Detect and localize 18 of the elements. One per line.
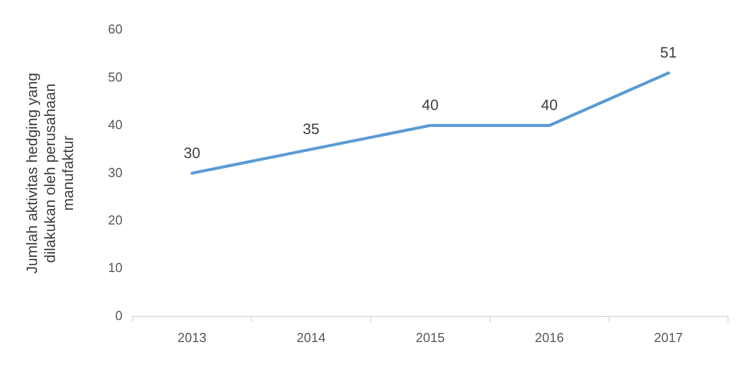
x-tick-label: 2015 [416,330,445,345]
data-label: 40 [540,97,558,114]
y-tick-label: 50 [108,69,122,84]
x-tick-label: 2016 [534,330,564,345]
y-axis-title: Jumlah aktivitas hedging yang dilakukan oleh perusahaan manufaktur [24,72,78,274]
data-label: 35 [302,120,320,138]
y-tick-label: 60 [108,22,122,37]
x-tick-label: 2017 [654,330,683,345]
y-tick-label: 20 [108,212,122,228]
x-tick-label: 2014 [296,330,326,345]
data-label: 30 [184,144,200,162]
y-tick-label: 10 [108,260,122,276]
y-tick-label: 0 [115,308,122,323]
y-tick-label: 40 [108,117,122,132]
x-tick-label: 2013 [178,330,206,345]
data-label: 40 [422,97,439,114]
y-tick-label: 30 [108,164,122,180]
data-label: 51 [660,44,677,62]
